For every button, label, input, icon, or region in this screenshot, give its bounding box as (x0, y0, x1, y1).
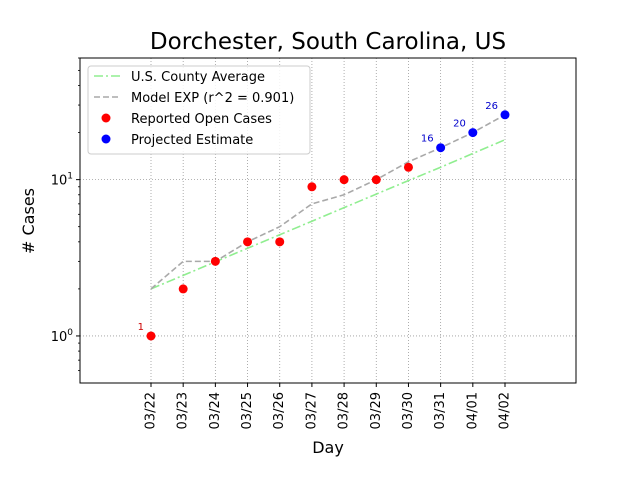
model-exp-r-2-0-901-line (150, 114, 506, 290)
x-tick-label: 03/22 (144, 392, 159, 429)
legend-box (87, 65, 311, 155)
legend-label: Reported Open Cases (131, 112, 272, 127)
x-tick-label: 03/25 (240, 392, 255, 429)
chart-title: Dorchester, South Carolina, US (150, 29, 506, 55)
reported-open-cases-point (371, 175, 381, 185)
plot-area: 1 16 20 26 (138, 101, 510, 341)
x-tick-label: 04/02 (498, 392, 513, 429)
reported-open-cases-point (210, 256, 220, 266)
reported-open-cases-point (275, 237, 285, 247)
point-annotation: 16 (421, 134, 434, 145)
reported-open-cases-point (307, 182, 317, 192)
reported-open-cases-point (178, 284, 188, 294)
reported-open-cases-point (243, 237, 253, 247)
legend: U.S. County Average Model EXP (r^2 = 0.90… (87, 65, 311, 155)
x-tick-label: 03/27 (304, 392, 319, 429)
y-axis: 100 101 (51, 57, 80, 372)
x-axis-label: Day (312, 438, 344, 457)
axes-frame (79, 57, 577, 384)
point-annotation: 20 (453, 119, 466, 130)
point-annotation: 26 (485, 101, 498, 112)
legend-marker (101, 134, 111, 144)
legend-label: Model EXP (r^2 = 0.901) (131, 91, 294, 106)
reported-open-cases-point (403, 162, 413, 172)
x-tick-label: 03/28 (337, 392, 352, 429)
x-axis: 03/22 03/23 03/24 03/25 03/26 03/27 03/28 03/29… (144, 383, 513, 429)
y-tick-label: 100 (51, 328, 74, 345)
reported-open-cases-point (339, 175, 349, 185)
x-tick-label: 03/26 (272, 392, 287, 429)
x-tick-label: 03/24 (208, 392, 223, 429)
legend-marker (101, 113, 111, 123)
y-axis-label: # Cases (19, 188, 38, 254)
legend-label: Projected Estimate (131, 133, 253, 148)
x-tick-label: 03/29 (369, 392, 384, 429)
reported-open-cases-point (146, 331, 156, 341)
y-tick-label: 101 (51, 172, 73, 189)
point-annotation: 1 (138, 322, 144, 333)
projected-estimate-point (468, 128, 478, 138)
projected-estimate-point (500, 110, 510, 120)
u-s-county-average-line (150, 138, 506, 290)
x-tick-label: 03/23 (176, 392, 191, 429)
legend-label: U.S. County Average (131, 70, 265, 85)
projected-estimate-point (436, 143, 446, 153)
x-tick-label: 03/31 (433, 392, 448, 429)
x-tick-label: 03/30 (401, 392, 416, 429)
x-tick-label: 04/01 (465, 392, 480, 429)
